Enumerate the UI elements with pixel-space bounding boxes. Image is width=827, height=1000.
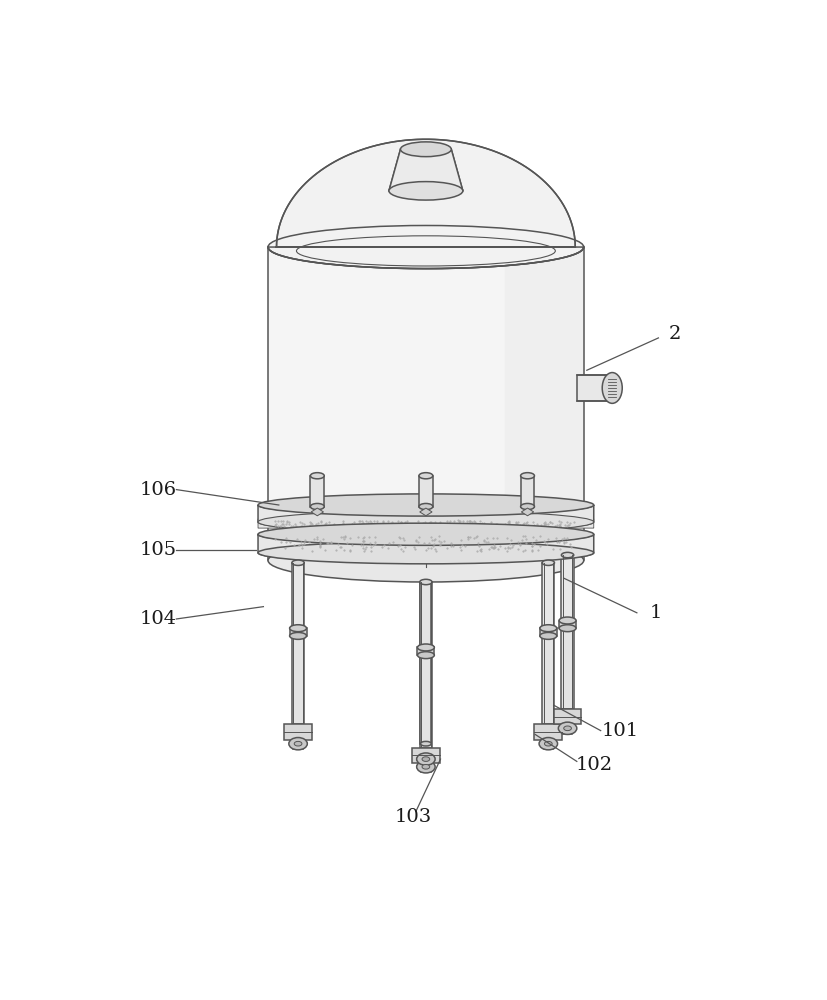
Polygon shape bbox=[292, 563, 304, 628]
Polygon shape bbox=[543, 740, 552, 749]
Ellipse shape bbox=[422, 757, 429, 761]
Polygon shape bbox=[558, 620, 576, 628]
Text: 105: 105 bbox=[139, 541, 176, 559]
Polygon shape bbox=[311, 508, 323, 516]
Text: 101: 101 bbox=[600, 722, 638, 740]
Text: 104: 104 bbox=[139, 610, 176, 628]
Ellipse shape bbox=[400, 142, 451, 157]
Text: 2: 2 bbox=[668, 325, 681, 343]
Ellipse shape bbox=[542, 560, 554, 565]
Ellipse shape bbox=[289, 632, 306, 639]
Ellipse shape bbox=[389, 182, 462, 200]
Polygon shape bbox=[576, 375, 611, 401]
Polygon shape bbox=[417, 647, 434, 655]
Text: 1: 1 bbox=[649, 604, 662, 622]
Ellipse shape bbox=[294, 741, 302, 746]
Polygon shape bbox=[520, 476, 533, 507]
Ellipse shape bbox=[258, 523, 593, 545]
Ellipse shape bbox=[417, 652, 434, 659]
Polygon shape bbox=[412, 748, 439, 763]
Ellipse shape bbox=[544, 741, 552, 746]
Polygon shape bbox=[562, 724, 571, 734]
Polygon shape bbox=[292, 636, 304, 724]
Polygon shape bbox=[419, 508, 432, 516]
Polygon shape bbox=[533, 724, 562, 740]
Ellipse shape bbox=[557, 722, 576, 734]
Polygon shape bbox=[258, 519, 593, 528]
Text: 106: 106 bbox=[139, 481, 176, 499]
Ellipse shape bbox=[310, 503, 324, 510]
Ellipse shape bbox=[258, 511, 593, 533]
Polygon shape bbox=[542, 563, 554, 628]
Ellipse shape bbox=[418, 473, 433, 479]
Ellipse shape bbox=[258, 494, 593, 516]
Polygon shape bbox=[389, 149, 462, 191]
Ellipse shape bbox=[292, 560, 304, 565]
Ellipse shape bbox=[520, 503, 533, 510]
Polygon shape bbox=[268, 225, 583, 560]
Polygon shape bbox=[284, 724, 312, 740]
Ellipse shape bbox=[561, 552, 573, 558]
Ellipse shape bbox=[418, 503, 433, 510]
Polygon shape bbox=[561, 555, 573, 620]
Ellipse shape bbox=[419, 579, 432, 585]
Ellipse shape bbox=[601, 373, 621, 403]
Ellipse shape bbox=[558, 625, 576, 632]
Ellipse shape bbox=[520, 473, 533, 479]
Ellipse shape bbox=[258, 542, 593, 564]
Ellipse shape bbox=[289, 738, 307, 750]
Ellipse shape bbox=[416, 753, 435, 765]
Ellipse shape bbox=[416, 761, 435, 773]
Ellipse shape bbox=[539, 625, 556, 632]
Ellipse shape bbox=[558, 617, 576, 624]
Polygon shape bbox=[419, 655, 432, 748]
Polygon shape bbox=[268, 139, 583, 269]
Ellipse shape bbox=[538, 738, 557, 750]
Polygon shape bbox=[258, 505, 593, 532]
Polygon shape bbox=[561, 628, 573, 709]
Ellipse shape bbox=[417, 644, 434, 651]
Polygon shape bbox=[553, 709, 581, 724]
Polygon shape bbox=[420, 582, 431, 744]
Ellipse shape bbox=[289, 625, 306, 632]
Polygon shape bbox=[421, 763, 430, 772]
Ellipse shape bbox=[563, 726, 571, 731]
Ellipse shape bbox=[539, 632, 556, 639]
Polygon shape bbox=[504, 247, 583, 560]
Polygon shape bbox=[293, 740, 303, 749]
Ellipse shape bbox=[268, 539, 583, 582]
Polygon shape bbox=[521, 508, 533, 516]
Polygon shape bbox=[258, 534, 593, 563]
Polygon shape bbox=[289, 628, 306, 636]
Polygon shape bbox=[418, 476, 433, 507]
Polygon shape bbox=[539, 628, 556, 636]
Polygon shape bbox=[419, 582, 432, 647]
Text: 102: 102 bbox=[576, 756, 612, 774]
Polygon shape bbox=[542, 636, 554, 724]
Ellipse shape bbox=[310, 473, 324, 479]
Ellipse shape bbox=[422, 764, 429, 769]
Ellipse shape bbox=[420, 741, 431, 746]
Polygon shape bbox=[310, 476, 324, 507]
Text: 103: 103 bbox=[394, 808, 432, 826]
